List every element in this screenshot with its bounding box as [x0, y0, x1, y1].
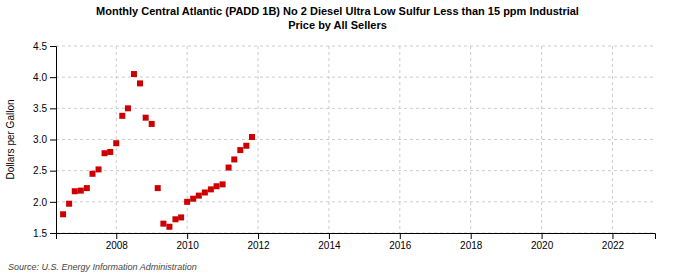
y-grid-line — [56, 201, 655, 202]
point — [160, 221, 166, 227]
point — [90, 171, 96, 177]
point — [137, 80, 143, 86]
y-tick-label: 3.5 — [33, 103, 47, 114]
point — [102, 150, 108, 156]
point — [178, 214, 184, 220]
y-axis: 1.5 2.0 2.5 3.0 3.5 4.0 4.5 — [33, 41, 56, 239]
y-tick-label: 2.0 — [33, 197, 47, 208]
y-tick-label: 4.0 — [33, 72, 47, 83]
x-tick-mark — [187, 233, 188, 239]
point — [166, 224, 172, 230]
y-tick-label: 2.5 — [33, 165, 47, 176]
x-tick-label: 2012 — [247, 240, 270, 251]
x-tick-mark — [258, 233, 259, 239]
point — [231, 156, 237, 162]
title: Monthly Central Atlantic (PADD 1B) No 2 … — [96, 5, 579, 31]
y-grid-line — [56, 139, 655, 140]
point — [202, 189, 208, 195]
y-tick-mark — [50, 108, 56, 109]
x-tick: 2014 — [318, 233, 341, 251]
y-tick: 3.0 — [33, 134, 56, 145]
grid — [56, 46, 655, 233]
x-tick-mark — [116, 233, 117, 239]
y-tick: 1.5 — [33, 228, 56, 239]
x-tick-label: 2008 — [106, 240, 129, 251]
point — [155, 185, 161, 191]
source: Source: U.S. Energy Information Administ… — [8, 262, 197, 272]
y-tick: 2.0 — [33, 197, 56, 208]
point — [220, 181, 226, 187]
x-tick-label: 2018 — [460, 240, 483, 251]
y-axis-title: Dollars per Gallon — [5, 99, 16, 179]
y-tick-mark — [50, 233, 56, 234]
y-tick-mark — [50, 140, 56, 141]
y-tick: 3.5 — [33, 103, 56, 114]
x-tick-label: 2022 — [602, 240, 625, 251]
x-axis-line — [57, 234, 656, 240]
points — [60, 71, 255, 230]
point — [214, 183, 220, 189]
point — [96, 166, 102, 172]
y-grid-line — [56, 108, 655, 109]
x-tick-label: 2020 — [531, 240, 554, 251]
point — [113, 140, 119, 146]
point — [172, 216, 178, 222]
point — [84, 185, 90, 191]
x-grid-line — [612, 46, 613, 233]
point — [60, 211, 66, 217]
point — [237, 147, 243, 153]
y-tick-label: 4.5 — [33, 41, 47, 52]
x-tick-mark — [542, 233, 543, 239]
point — [249, 134, 255, 140]
x-tick-mark — [471, 233, 472, 239]
y-grid-line — [56, 170, 655, 171]
y-tick-mark — [50, 46, 56, 47]
y-tick: 4.0 — [33, 72, 56, 83]
point — [190, 196, 196, 202]
y-tick: 2.5 — [33, 165, 56, 176]
point — [208, 186, 214, 192]
point — [184, 199, 190, 205]
x-grid-line — [187, 46, 188, 233]
x-tick: 2020 — [531, 233, 554, 251]
point — [143, 115, 149, 121]
x-grid-line — [258, 46, 259, 233]
x-tick-mark — [612, 233, 613, 239]
x-tick-mark — [400, 233, 401, 239]
y-tick: 4.5 — [33, 41, 56, 52]
y-tick-mark — [50, 171, 56, 172]
plot: 2008 2010 2012 2014 2016 2018 2020 2022 1.5 2.0 2.… — [33, 41, 655, 251]
y-tick-mark — [50, 77, 56, 78]
y-tick-label: 1.5 — [33, 228, 47, 239]
x-tick: 2022 — [602, 233, 625, 251]
x-axis: 2008 2010 2012 2014 2016 2018 2020 2022 — [57, 233, 656, 251]
y-grid-line — [56, 46, 655, 47]
y-grid-line — [56, 77, 655, 78]
x-tick: 2018 — [460, 233, 483, 251]
x-tick: 2016 — [389, 233, 412, 251]
chart: 2008 2010 2012 2014 2016 2018 2020 2022 1.5 2.0 2.… — [0, 0, 675, 275]
x-tick-mark — [329, 233, 330, 239]
point — [72, 188, 78, 194]
y-tick-label: 3.0 — [33, 134, 47, 145]
point — [131, 71, 137, 77]
point — [119, 113, 125, 119]
point — [226, 165, 232, 171]
point — [149, 121, 155, 127]
y-tick-mark — [50, 202, 56, 203]
point — [196, 193, 202, 199]
x-tick-label: 2016 — [389, 240, 412, 251]
x-tick: 2008 — [106, 233, 129, 251]
y-axis-line — [50, 47, 57, 234]
x-tick-label: 2014 — [318, 240, 341, 251]
x-tick-label: 2010 — [177, 240, 200, 251]
point — [78, 188, 84, 194]
point — [66, 201, 72, 207]
x-tick: 2010 — [177, 233, 200, 251]
point — [125, 105, 131, 111]
point — [243, 143, 249, 149]
x-tick: 2012 — [247, 233, 270, 251]
x-grid-line — [541, 46, 542, 233]
point — [107, 149, 113, 155]
